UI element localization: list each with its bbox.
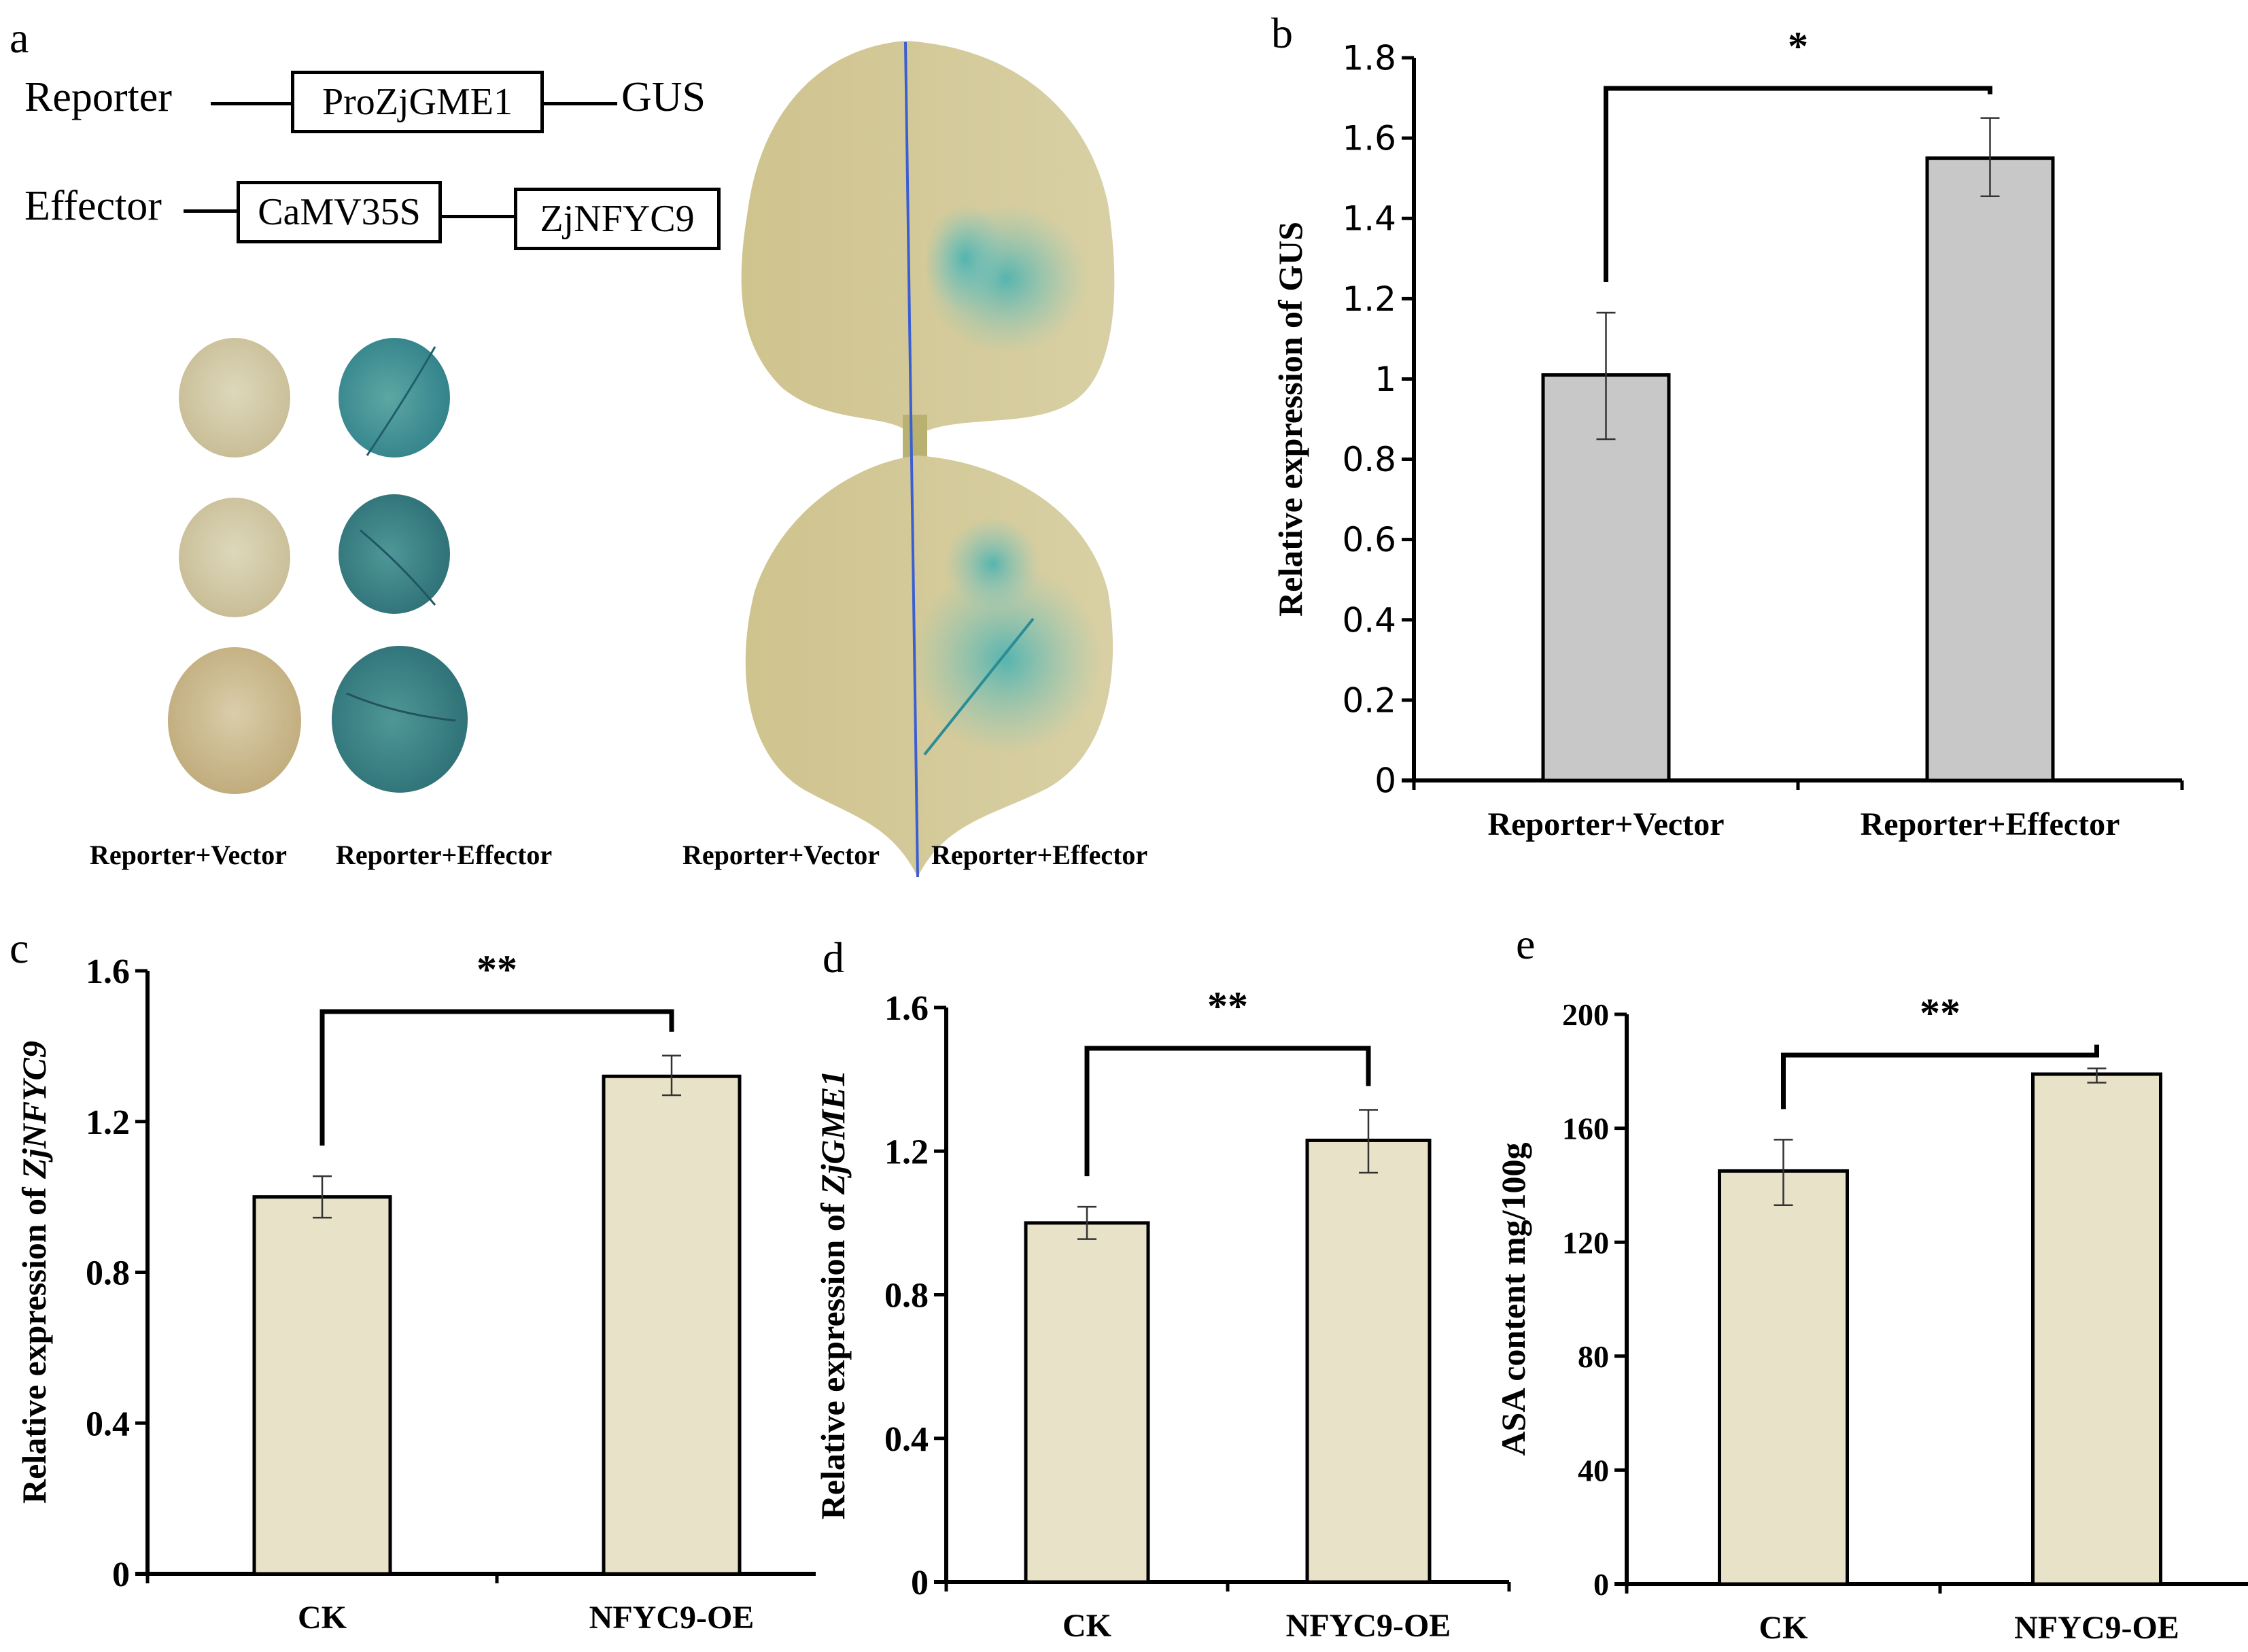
category-label: NFYC9-OE <box>2014 1610 2179 1646</box>
y-axis-title-text: Relative expression of <box>15 1179 53 1504</box>
y-tick-label: 0.8 <box>1342 440 1396 479</box>
significance-marker: ** <box>1207 984 1248 1029</box>
panel-letter: e <box>1516 920 1535 968</box>
y-tick-label: 1.2 <box>884 1133 929 1171</box>
bar <box>1305 1138 1432 1584</box>
chart-panel-c: c 0 0.4 0.8 1.2 1.6 Relative expression of ZjN… <box>10 924 816 1636</box>
bar <box>602 1074 742 1576</box>
effector-line-2 <box>442 215 515 218</box>
y-tick-label: 1.6 <box>1342 119 1396 158</box>
y-axis-title-text: Relative expression of GUS <box>1271 222 1309 617</box>
y-axis-title-text: ASA content mg/100g <box>1495 1142 1532 1456</box>
significance-bracket <box>319 1009 674 1146</box>
y-tick-label: 0 <box>112 1555 130 1594</box>
effector-line-1 <box>184 209 238 213</box>
disc-caption-effector: Reporter+Effector <box>336 840 553 870</box>
y-tick-label: 80 <box>1578 1339 1609 1374</box>
disc-effector-3 <box>332 646 468 793</box>
y-tick-label: 0.6 <box>1342 520 1396 560</box>
bar <box>2031 1072 2162 1586</box>
significance-bracket <box>1084 1046 1371 1177</box>
effector-promoter-box: CaMV35S <box>237 181 442 243</box>
disc-vector-1 <box>179 338 290 458</box>
y-axis-title: Relative expression of ZjNFYC9 <box>15 1041 53 1504</box>
bar <box>1024 1221 1150 1584</box>
disc-effector-1 <box>339 338 450 458</box>
reporter-line-2 <box>544 102 617 105</box>
y-tick-label: 0.2 <box>1342 681 1396 720</box>
category-label: CK <box>298 1600 347 1636</box>
y-tick-label: 200 <box>1562 997 1609 1032</box>
y-axis-title: Relative expression of GUS <box>1271 222 1309 617</box>
reporter-gene-label: GUS <box>621 74 706 120</box>
significance-marker: ** <box>1920 991 1960 1035</box>
y-tick-label: 0.8 <box>884 1277 929 1315</box>
category-label: CK <box>1759 1610 1808 1646</box>
y-axis-title: Relative expression of ZjGME1 <box>814 1070 852 1520</box>
y-tick-label: 160 <box>1562 1112 1609 1146</box>
y-tick-label: 0 <box>1374 761 1396 801</box>
disc-caption-vector: Reporter+Vector <box>90 840 288 870</box>
y-tick-label: 120 <box>1562 1225 1609 1260</box>
y-tick-label: 0.4 <box>884 1420 929 1459</box>
disc-effector-2 <box>339 494 450 614</box>
leaf-photo <box>741 41 1115 878</box>
leaf-caption-effector: Reporter+Effector <box>931 840 1148 870</box>
bar <box>252 1195 392 1576</box>
y-tick-label: 1.2 <box>1342 279 1396 319</box>
category-label: NFYC9-OE <box>589 1600 755 1636</box>
leaf-caption-vector: Reporter+Vector <box>682 840 880 870</box>
y-tick-label: 0.4 <box>86 1405 130 1443</box>
y-axis-title: ASA content mg/100g <box>1495 1142 1532 1456</box>
significance-marker: * <box>1788 24 1808 69</box>
disc-vector-3 <box>168 647 301 794</box>
leaf-divider-line <box>904 41 919 878</box>
bar <box>1541 373 1671 782</box>
significance-marker: ** <box>477 947 517 992</box>
y-tick-label: 0 <box>1593 1567 1609 1602</box>
category-label: Reporter+Vector <box>1487 806 1724 842</box>
y-tick-label: 40 <box>1578 1453 1609 1488</box>
y-tick-label: 1.2 <box>86 1103 130 1142</box>
y-tick-label: 0.8 <box>86 1254 130 1293</box>
y-tick-label: 1.6 <box>884 989 929 1028</box>
y-tick-label: 0 <box>911 1564 929 1602</box>
y-tick-label: 1.8 <box>1342 39 1396 78</box>
reporter-label: Reporter <box>24 74 172 120</box>
y-tick-label: 1.6 <box>86 952 130 991</box>
chart-panel-e: e 0 40 80 120 160 200 ASA content mg/100g CK NFYC… <box>1495 920 2248 1646</box>
category-label: Reporter+Effector <box>1861 806 2120 842</box>
panel-letter: b <box>1271 9 1293 57</box>
panel-a-letter: a <box>10 14 29 62</box>
bar <box>1925 156 2055 782</box>
panel-letter: c <box>10 924 29 972</box>
reporter-promoter-box: ProZjGME1 <box>291 71 544 133</box>
chart-panel-d: d 0 0.4 0.8 1.2 1.6 Relative expression of ZjG… <box>814 933 1511 1644</box>
leaf-disc-photos <box>168 338 468 794</box>
reporter-line-1 <box>211 102 292 105</box>
significance-bracket <box>1781 1044 2099 1109</box>
disc-vector-2 <box>179 498 290 617</box>
effector-gene-box: ZjNFYC9 <box>514 188 721 250</box>
category-label: CK <box>1062 1608 1111 1644</box>
y-axis-title-gene: ZjNFYC9 <box>15 1041 53 1180</box>
significance-bracket <box>1604 86 1992 283</box>
category-label: NFYC9-OE <box>1286 1608 1451 1644</box>
bar <box>1718 1169 1849 1586</box>
panel-letter: d <box>823 933 844 982</box>
effector-label: Effector <box>24 183 162 229</box>
y-tick-label: 1.4 <box>1342 199 1396 239</box>
chart-panel-b: b 0 0.2 0.4 0.6 0.8 1 1.2 1.4 1.6 1.8 Relative expr… <box>1271 9 2184 842</box>
y-axis-title-text: Relative expression of <box>814 1194 852 1519</box>
y-tick-label: 0.4 <box>1342 600 1396 640</box>
y-tick-label: 1 <box>1374 360 1396 399</box>
y-axis-title-gene: ZjGME1 <box>814 1070 852 1195</box>
